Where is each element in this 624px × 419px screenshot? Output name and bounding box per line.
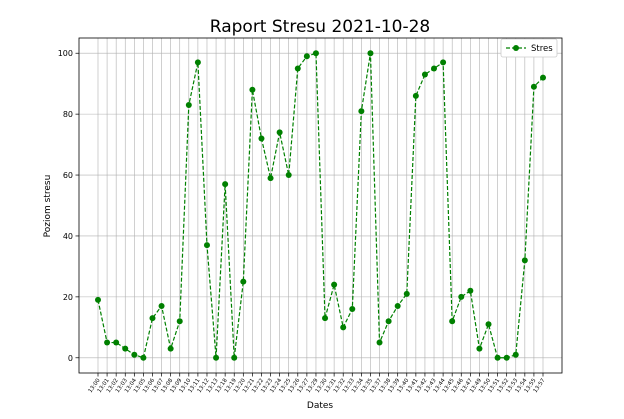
data-point <box>394 303 401 309</box>
data-point <box>303 53 310 60</box>
data-point <box>540 74 546 81</box>
y-axis: 0 20 40 60 80 100 <box>58 49 79 363</box>
data-point <box>222 181 229 188</box>
data-point <box>476 345 483 352</box>
data-point <box>194 59 201 66</box>
data-point <box>322 315 329 322</box>
data-point <box>167 345 174 352</box>
y-tick-label: 100 <box>58 49 73 58</box>
data-point <box>258 135 265 142</box>
data-point <box>412 92 419 99</box>
data-point <box>140 354 147 361</box>
data-point <box>376 339 383 346</box>
data-point <box>267 175 274 182</box>
data-point <box>521 257 528 264</box>
data-point <box>331 281 338 288</box>
data-point <box>294 65 301 72</box>
data-point <box>403 290 410 297</box>
data-point <box>122 345 129 352</box>
legend-marker-sample <box>513 45 519 51</box>
data-point <box>467 287 474 294</box>
chart-title: Raport Stresu 2021-10-28 <box>210 17 430 37</box>
data-point <box>231 354 238 361</box>
data-point <box>185 102 192 108</box>
legend-box <box>500 38 558 58</box>
data-point <box>349 306 356 313</box>
x-axis: 13:0013:0113:0213:0313:0413:0513:0613:07… <box>88 373 547 394</box>
data-point <box>449 318 456 325</box>
data-point <box>240 278 247 285</box>
y-axis-label: Poziom stresu <box>43 175 53 238</box>
y-tick-label: 60 <box>63 171 73 180</box>
plot-frame <box>78 37 563 374</box>
data-point <box>530 83 537 90</box>
data-point <box>458 293 465 300</box>
data-point <box>421 71 428 78</box>
data-point <box>367 50 374 57</box>
y-tick-label: 20 <box>63 293 73 302</box>
data-point <box>95 296 101 303</box>
data-point <box>176 318 183 325</box>
data-point <box>312 50 319 57</box>
data-point <box>512 351 519 358</box>
data-point <box>113 339 120 346</box>
data-point <box>285 172 292 179</box>
data-point <box>440 59 447 66</box>
legend: Stres <box>500 38 558 58</box>
data-point <box>276 129 283 136</box>
data-point <box>131 351 138 358</box>
x-axis-label: Dates <box>307 401 334 411</box>
data-point <box>431 65 438 72</box>
y-tick-label: 80 <box>63 110 73 119</box>
data-point <box>503 354 510 361</box>
data-point <box>358 108 365 115</box>
grid-lines <box>79 38 562 373</box>
data-point <box>104 339 111 346</box>
data-point <box>203 242 210 249</box>
data-point <box>340 324 347 331</box>
y-tick-label: 0 <box>68 354 73 363</box>
data-point <box>149 315 156 322</box>
data-point <box>158 303 165 309</box>
plot-series <box>95 50 546 361</box>
data-point <box>494 354 501 361</box>
legend-label-stres: Stres <box>531 44 553 54</box>
data-point <box>485 321 492 328</box>
data-point <box>249 86 256 93</box>
data-point <box>385 318 392 325</box>
y-tick-label: 40 <box>63 232 73 241</box>
data-point <box>213 354 220 361</box>
